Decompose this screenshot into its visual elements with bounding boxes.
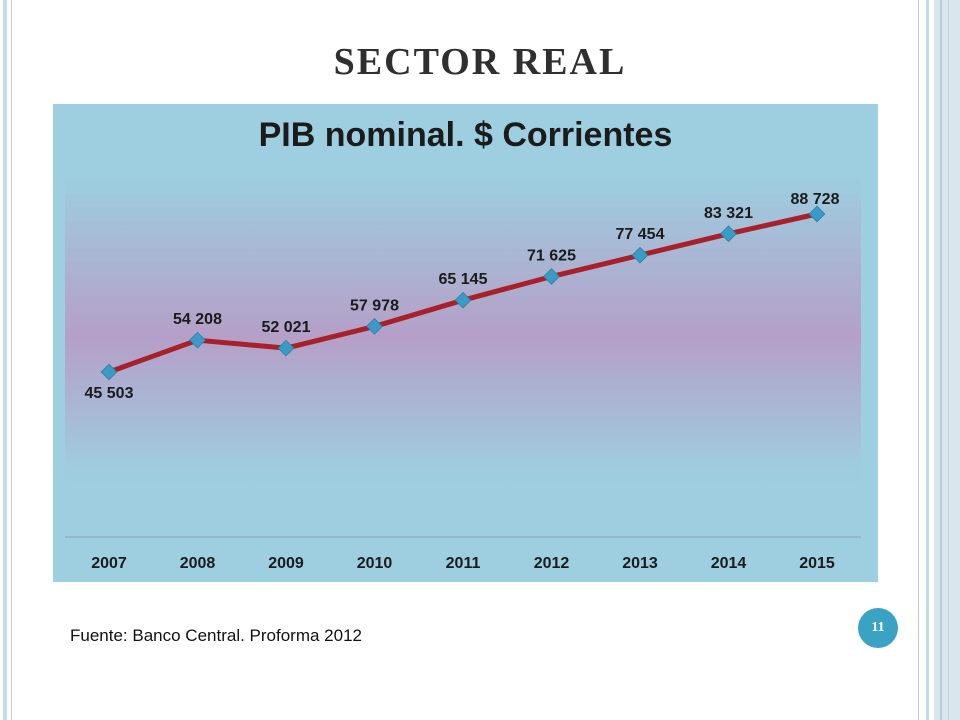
x-tick-2007: 2007 (91, 555, 127, 572)
data-label-2012: 71 625 (527, 248, 576, 265)
x-tick-2009: 2009 (268, 555, 304, 572)
markers (100, 205, 826, 381)
x-tick-2012: 2012 (534, 555, 570, 572)
data-label-2007: 45 503 (85, 385, 134, 402)
data-point-2007 (100, 363, 118, 381)
chart-container: 45 503 54 208 52 021 57 978 65 145 71 625 77 4… (53, 104, 878, 582)
x-tick-2011: 2011 (446, 555, 481, 572)
x-tick-2008: 2008 (180, 555, 216, 572)
data-labels: 45 503 54 208 52 021 57 978 65 145 71 625 77 4… (85, 191, 840, 402)
x-tick-2010: 2010 (357, 555, 393, 572)
x-tick-2014: 2014 (711, 555, 747, 572)
data-label-2011: 65 145 (439, 271, 488, 288)
data-point-2013 (631, 246, 649, 264)
data-label-2009: 52 021 (262, 319, 311, 336)
slide-title: SECTOR REAL (333, 41, 627, 83)
slide-frame-right (918, 0, 960, 720)
data-point-2014 (720, 225, 737, 243)
x-tick-2015: 2015 (799, 555, 835, 572)
page-number-badge: 11 (858, 608, 898, 648)
data-point-2011 (454, 291, 472, 309)
data-point-2010 (366, 318, 383, 335)
x-tick-labels: 2007 2008 2009 2010 2011 2012 2013 2014 2015 (91, 555, 835, 572)
data-point-2012 (543, 268, 560, 285)
data-label-2013: 77 454 (616, 226, 665, 243)
data-point-2009 (277, 339, 295, 357)
data-point-2015 (808, 205, 826, 223)
data-point-2008 (189, 331, 206, 349)
slide-frame-left (0, 0, 12, 720)
data-label-2015: 88 728 (791, 191, 840, 208)
x-tick-2013: 2013 (622, 555, 658, 572)
line-chart: 45 503 54 208 52 021 57 978 65 145 71 625 77 4… (65, 174, 861, 572)
data-label-2010: 57 978 (350, 297, 399, 314)
data-label-2008: 54 208 (173, 311, 222, 328)
chart-title: PIB nominal. $ Corrientes (258, 116, 673, 154)
data-label-2014: 83 321 (704, 205, 753, 222)
source-note: Fuente: Banco Central. Proforma 2012 (70, 626, 362, 645)
